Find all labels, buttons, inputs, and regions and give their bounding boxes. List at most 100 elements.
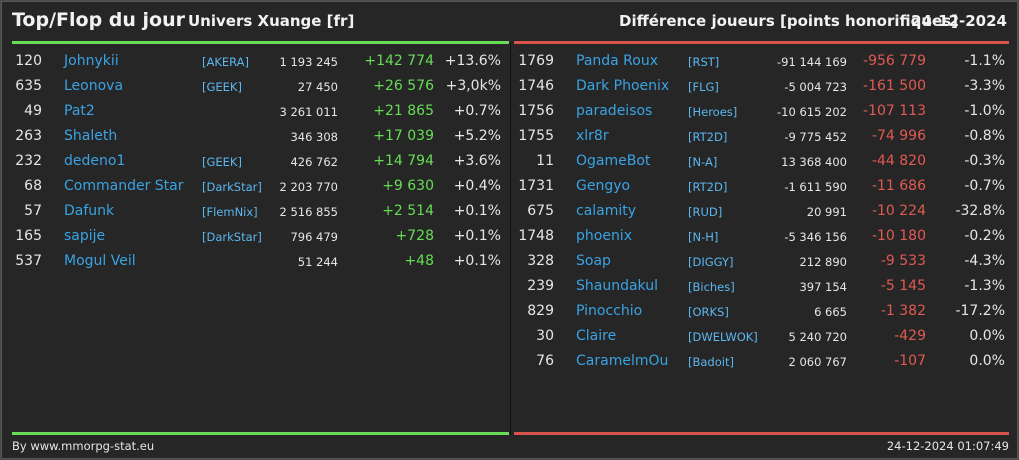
player-name-link[interactable]: Johnykii — [64, 53, 119, 69]
player-name-link[interactable]: Shaleth — [64, 128, 118, 144]
player-total-points: 2 516 855 — [279, 205, 338, 219]
player-name-link[interactable]: Dafunk — [64, 203, 115, 219]
points-difference: -161 500 — [863, 78, 926, 94]
player-name-link[interactable]: Commander Star — [64, 178, 184, 194]
player-rank: 635 — [15, 78, 42, 94]
player-name-link[interactable]: Dark Phoenix — [576, 78, 670, 94]
player-row: 1748 phoenix [N-H] -5 346 156 -10 180 -0.2% — [514, 225, 1010, 250]
alliance-tag-link[interactable]: [DarkStar] — [202, 230, 262, 244]
percent-change: +0.1% — [453, 253, 501, 269]
player-row: 1746 Dark Phoenix [FLG] -5 004 723 -161 500 -… — [514, 75, 1010, 100]
points-difference: -9 533 — [880, 253, 926, 269]
player-name-link[interactable]: OgameBot — [576, 153, 651, 169]
player-total-points: 1 193 245 — [279, 55, 338, 69]
percent-change: -0.7% — [964, 178, 1005, 194]
player-name-link[interactable]: Leonova — [64, 78, 124, 94]
player-rank: 165 — [15, 228, 42, 244]
top-losers-list: 1769 Panda Roux [RST] -91 144 169 -956 779 -1… — [514, 50, 1010, 375]
player-row: 11 OgameBot [N-A] 13 368 400 -44 820 -0.3% — [514, 150, 1010, 175]
player-name-link[interactable]: Panda Roux — [576, 53, 659, 69]
points-difference: +21 865 — [373, 103, 434, 119]
alliance-tag-link[interactable]: [FlemNix] — [202, 205, 258, 219]
player-name-link[interactable]: Pinocchio — [576, 303, 643, 319]
points-difference: +48 — [404, 253, 434, 269]
player-row: 263 Shaleth 346 308 +17 039 +5.2% — [12, 125, 508, 150]
player-name-link[interactable]: xlr8r — [576, 128, 609, 144]
player-row: 1769 Panda Roux [RST] -91 144 169 -956 779 -1… — [514, 50, 1010, 75]
alliance-tag-link[interactable]: [ORKS] — [688, 305, 729, 319]
alliance-tag-link[interactable]: [Heroes] — [688, 105, 738, 119]
percent-change: +0.7% — [453, 103, 501, 119]
player-row: 165 sapije [DarkStar] 796 479 +728 +0.1% — [12, 225, 508, 250]
points-difference: -107 113 — [863, 103, 926, 119]
alliance-tag-link[interactable]: [N-A] — [688, 155, 718, 169]
player-rank: 1755 — [518, 128, 554, 144]
alliance-tag-link[interactable]: [Biches] — [688, 280, 735, 294]
alliance-tag-link[interactable]: [N-H] — [688, 230, 719, 244]
player-name-link[interactable]: Claire — [576, 328, 617, 344]
player-total-points: 796 479 — [290, 230, 338, 244]
player-total-points: -9 775 452 — [784, 130, 847, 144]
player-row: 1731 Gengyo [RT2D] -1 611 590 -11 686 -0.7% — [514, 175, 1010, 200]
player-row: 635 Leonova [GEEK] 27 450 +26 576 +3,0k% — [12, 75, 508, 100]
alliance-tag-link[interactable]: [GEEK] — [202, 80, 242, 94]
player-rank: 1769 — [518, 53, 554, 69]
player-rank: 76 — [536, 353, 554, 369]
player-rank: 829 — [527, 303, 554, 319]
points-difference: -5 145 — [880, 278, 926, 294]
player-rank: 30 — [536, 328, 554, 344]
player-row: 328 Soap [DIGGY] 212 890 -9 533 -4.3% — [514, 250, 1010, 275]
player-rank: 263 — [15, 128, 42, 144]
player-name-link[interactable]: Mogul Veil — [64, 253, 136, 269]
player-rank: 1731 — [518, 178, 554, 194]
player-rank: 675 — [527, 203, 554, 219]
player-name-link[interactable]: CaramelmOu — [576, 353, 669, 369]
player-name-link[interactable]: Gengyo — [576, 178, 631, 194]
alliance-tag-link[interactable]: [DIGGY] — [688, 255, 734, 269]
alliance-tag-link[interactable]: [GEEK] — [202, 155, 242, 169]
player-name-link[interactable]: phoenix — [576, 228, 632, 244]
alliance-tag-link[interactable]: [DarkStar] — [202, 180, 262, 194]
percent-change: 0.0% — [969, 353, 1005, 369]
alliance-tag-link[interactable]: [AKERA] — [202, 55, 250, 69]
header-date: 24-12-2024 — [911, 12, 1007, 30]
alliance-tag-link[interactable]: [FLG] — [688, 80, 719, 94]
player-total-points: 5 240 720 — [788, 330, 847, 344]
alliance-tag-link[interactable]: [DWELWOK] — [688, 330, 758, 344]
player-name-link[interactable]: Shaundakul — [576, 278, 658, 294]
player-name-link[interactable]: dedeno1 — [64, 153, 126, 169]
player-total-points: -1 611 590 — [784, 180, 847, 194]
points-difference: +14 794 — [373, 153, 434, 169]
alliance-tag-link[interactable]: [Badoit] — [688, 355, 734, 369]
alliance-tag-link[interactable]: [RT2D] — [688, 180, 728, 194]
page-title: Top/Flop du jour — [12, 9, 185, 31]
points-difference: +26 576 — [373, 78, 434, 94]
player-rank: 537 — [15, 253, 42, 269]
player-rank: 232 — [15, 153, 42, 169]
player-row: 537 Mogul Veil 51 244 +48 +0.1% — [12, 250, 508, 275]
player-total-points: 2 203 770 — [279, 180, 338, 194]
source-link[interactable]: By www.mmorpg-stat.eu — [12, 439, 155, 453]
points-difference: -429 — [894, 328, 926, 344]
player-row: 239 Shaundakul [Biches] 397 154 -5 145 -1.3% — [514, 275, 1010, 300]
alliance-tag-link[interactable]: [RUD] — [688, 205, 723, 219]
percent-change: +0.1% — [453, 228, 501, 244]
top-accent-bar — [12, 41, 509, 44]
player-rank: 1746 — [518, 78, 554, 94]
player-name-link[interactable]: sapije — [64, 228, 106, 244]
percent-change: 0.0% — [969, 328, 1005, 344]
player-name-link[interactable]: Soap — [576, 253, 611, 269]
player-name-link[interactable]: calamity — [576, 203, 637, 219]
player-row: 232 dedeno1 [GEEK] 426 762 +14 794 +3.6% — [12, 150, 508, 175]
flop-accent-bar — [514, 41, 1009, 44]
percent-change: +3.6% — [453, 153, 501, 169]
player-name-link[interactable]: Pat2 — [64, 103, 95, 119]
alliance-tag-link[interactable]: [RST] — [688, 55, 720, 69]
player-row: 1756 paradeisos [Heroes] -10 615 202 -107 11… — [514, 100, 1010, 125]
points-difference: -1 382 — [880, 303, 926, 319]
percent-change: -0.8% — [964, 128, 1005, 144]
player-name-link[interactable]: paradeisos — [576, 103, 653, 119]
player-rank: 49 — [24, 103, 42, 119]
alliance-tag-link[interactable]: [RT2D] — [688, 130, 728, 144]
